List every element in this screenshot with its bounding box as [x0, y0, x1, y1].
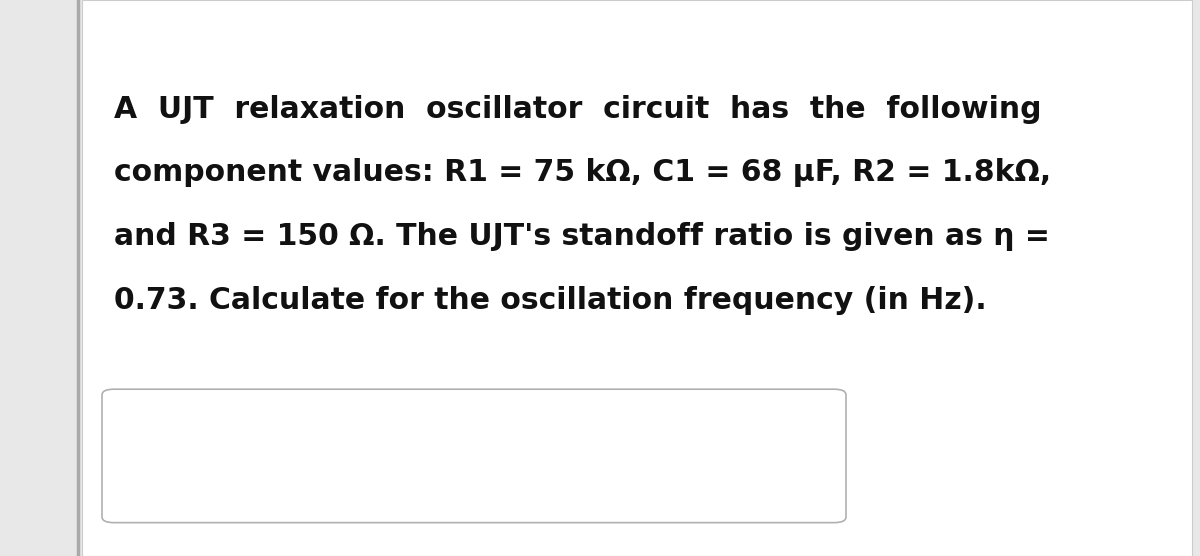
- FancyBboxPatch shape: [82, 0, 1192, 556]
- FancyBboxPatch shape: [102, 389, 846, 523]
- Text: and R3 = 150 Ω. The UJT's standoff ratio is given as η =: and R3 = 150 Ω. The UJT's standoff ratio…: [114, 222, 1050, 251]
- Text: 0.73. Calculate for the oscillation frequency (in Hz).: 0.73. Calculate for the oscillation freq…: [114, 286, 986, 315]
- Text: component values: R1 = 75 kΩ, C1 = 68 μF, R2 = 1.8kΩ,: component values: R1 = 75 kΩ, C1 = 68 μF…: [114, 158, 1051, 187]
- Text: A  UJT  relaxation  oscillator  circuit  has  the  following: A UJT relaxation oscillator circuit has …: [114, 95, 1042, 123]
